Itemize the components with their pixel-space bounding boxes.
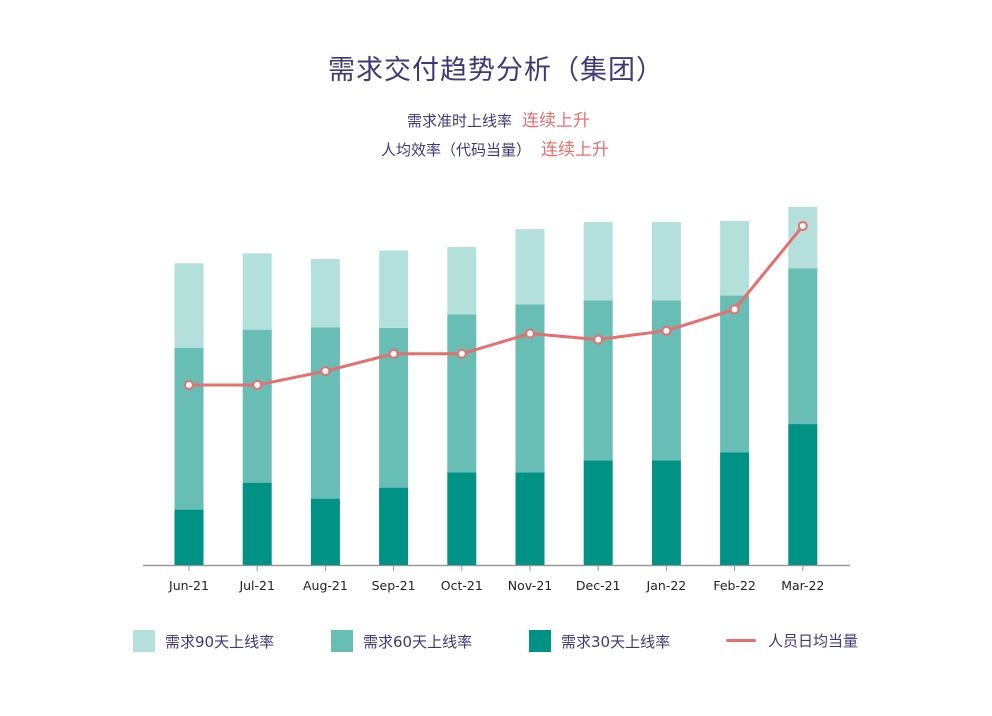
x-tick-label: Aug-21	[303, 578, 348, 593]
legend-label-d30: 需求30天上线率	[561, 632, 671, 651]
bar-d30-feb-22	[720, 452, 750, 565]
line-point-aug-21	[320, 366, 331, 377]
subtitle-efficiency: 人均效率（代码当量） 连续上升	[381, 135, 609, 160]
x-tick-label: Nov-21	[508, 578, 552, 593]
x-tick-label: Jun-21	[168, 578, 209, 593]
legend-item-line: 人员日均当量	[726, 630, 858, 651]
bar-d30-sep-21	[379, 487, 409, 565]
bar-d90-dec-21	[583, 222, 613, 301]
bar-d30-oct-21	[447, 472, 477, 565]
x-tick-label: Jul-21	[238, 578, 275, 593]
bar-d90-feb-22	[720, 221, 750, 296]
bar-d90-nov-21	[515, 229, 545, 305]
bar-d60-mar-22	[788, 268, 818, 425]
bar-d60-feb-22	[720, 295, 750, 453]
bar-d60-jul-21	[242, 329, 272, 483]
x-tick-label: Mar-22	[781, 578, 824, 593]
x-tick-label: Sep-21	[372, 578, 416, 593]
legend-swatch-line	[726, 639, 756, 642]
legend-item-d90: 需求90天上线率	[133, 630, 274, 652]
legend-swatch-d90	[133, 630, 155, 652]
bar-d90-oct-21	[447, 246, 477, 315]
bar-d30-jun-21	[174, 509, 204, 565]
line-series-daily-equivalent	[189, 225, 804, 387]
chart-title: 需求交付趋势分析（集团）	[328, 55, 664, 86]
line-point-sep-21	[388, 348, 399, 359]
line-point-dec-21	[593, 334, 604, 345]
bar-d30-aug-21	[310, 498, 340, 565]
bar-d90-jun-21	[174, 263, 204, 348]
bar-d60-jun-21	[174, 347, 204, 510]
bar-d90-sep-21	[379, 250, 409, 328]
bar-d60-oct-21	[447, 314, 477, 473]
legend-label-d60: 需求60天上线率	[363, 632, 473, 651]
legend-label-d90: 需求90天上线率	[165, 632, 275, 651]
x-tick-label: Feb-22	[713, 578, 756, 593]
subtitle-ontime-trend: 连续上升	[522, 111, 591, 131]
bar-d30-mar-22	[788, 424, 818, 565]
line-point-jan-22	[661, 325, 672, 336]
legend-item-d60: 需求60天上线率	[331, 630, 472, 652]
line-point-feb-22	[729, 304, 740, 315]
line-point-nov-21	[525, 328, 535, 339]
bar-d90-jul-21	[242, 253, 272, 330]
line-point-mar-22	[797, 220, 808, 231]
line-point-jul-21	[252, 380, 263, 391]
bar-d60-jan-22	[651, 300, 681, 461]
line-point-oct-21	[456, 348, 467, 359]
bar-d30-jul-21	[242, 482, 272, 565]
subtitle-ontime-rate: 需求准时上线率 连续上升	[407, 106, 590, 131]
bar-d30-nov-21	[515, 472, 545, 565]
x-tick-label: Oct-21	[441, 578, 483, 593]
x-tick-label: Dec-21	[576, 578, 621, 593]
line-point-jun-21	[184, 380, 194, 391]
subtitle-ontime-label: 需求准时上线率	[407, 112, 513, 130]
bar-d90-jan-22	[651, 222, 681, 301]
legend-label-line: 人员日均当量	[768, 632, 859, 650]
legend-swatch-d30	[529, 630, 551, 652]
bar-d60-aug-21	[310, 327, 340, 499]
bar-d30-jan-22	[651, 460, 681, 565]
bar-d30-dec-21	[583, 460, 613, 565]
subtitle-efficiency-label: 人均效率（代码当量）	[381, 141, 532, 159]
bar-d90-aug-21	[310, 258, 340, 328]
legend-item-d30: 需求30天上线率	[529, 630, 670, 652]
x-tick-label: Jan-22	[646, 578, 687, 593]
subtitle-efficiency-trend: 连续上升	[541, 140, 610, 160]
legend-swatch-d60	[331, 630, 353, 652]
bar-d60-dec-21	[583, 300, 613, 461]
